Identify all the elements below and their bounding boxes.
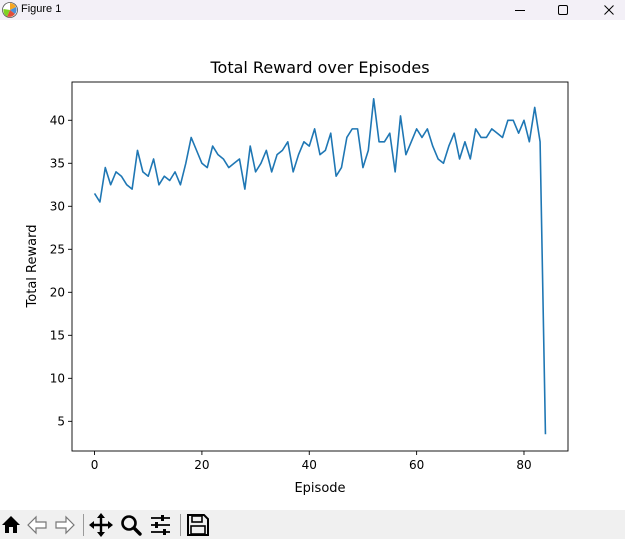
x-tick-label: 60 <box>409 458 424 472</box>
zoom-button[interactable] <box>118 512 144 538</box>
chart-title: Total Reward over Episodes <box>209 58 429 77</box>
pan-icon <box>89 513 113 537</box>
minimize-icon <box>515 10 525 11</box>
configure-subplots-button[interactable] <box>148 512 174 538</box>
series-line <box>93 97 547 435</box>
close-button[interactable] <box>586 0 625 20</box>
y-tick-label: 15 <box>50 328 65 342</box>
y-axis-label: Total Reward <box>25 225 40 309</box>
toolbar-separator <box>83 514 84 536</box>
save-button[interactable] <box>185 512 211 538</box>
x-axis-label: Episode <box>294 481 345 496</box>
configure-subplots-icon <box>151 515 170 535</box>
window-title: Figure 1 <box>21 3 62 15</box>
forward-icon <box>55 515 75 535</box>
save-icon <box>187 514 209 536</box>
y-tick-label: 30 <box>50 199 65 213</box>
y-tick-label: 5 <box>57 414 65 428</box>
x-tick-label: 0 <box>91 458 99 472</box>
maximize-button[interactable] <box>540 0 586 20</box>
pan-button[interactable] <box>88 512 114 538</box>
y-tick-label: 10 <box>50 371 65 385</box>
home-button[interactable] <box>0 512 26 538</box>
close-icon <box>604 5 614 15</box>
toolbar-separator <box>180 514 181 536</box>
home-icon <box>2 516 20 533</box>
x-tick-label: 20 <box>194 458 209 472</box>
back-button[interactable] <box>26 512 52 538</box>
maximize-icon <box>558 5 568 15</box>
y-tick-label: 20 <box>50 285 65 299</box>
minimize-button[interactable] <box>497 0 543 20</box>
matplotlib-icon <box>1 1 19 19</box>
window-titlebar: Figure 1 <box>0 0 625 20</box>
x-tick-label: 40 <box>302 458 317 472</box>
figure-canvas[interactable]: Total Reward over Episodes 0 20 40 60 80 5 10 1… <box>0 20 625 510</box>
forward-button[interactable] <box>52 512 78 538</box>
y-tick-label: 35 <box>50 156 65 170</box>
plot-frame <box>71 81 569 452</box>
navigation-toolbar <box>0 510 625 539</box>
zoom-icon <box>121 515 142 536</box>
y-tick-label: 25 <box>50 242 65 256</box>
line-chart: Total Reward over Episodes 0 20 40 60 80 5 10 1… <box>25 58 569 496</box>
y-tick-label: 40 <box>50 113 65 127</box>
back-icon <box>27 515 47 535</box>
x-tick-label: 80 <box>516 458 531 472</box>
